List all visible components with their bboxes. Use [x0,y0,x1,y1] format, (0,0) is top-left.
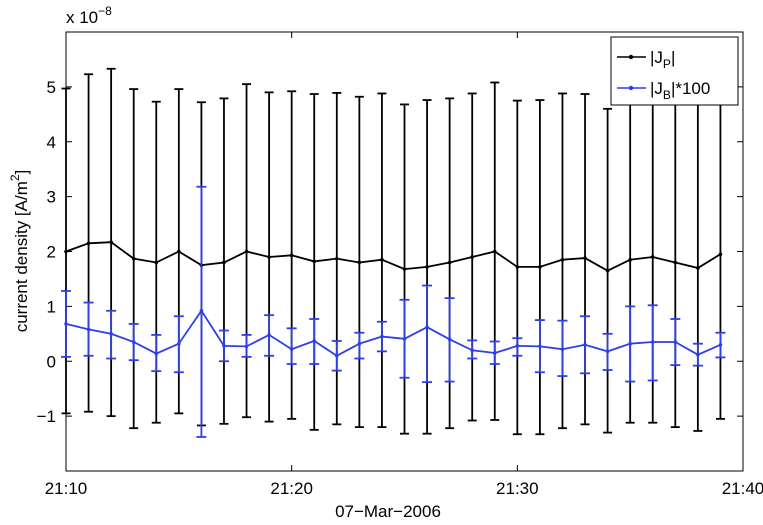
data-point [267,333,271,337]
series-jb [61,185,726,438]
data-point [222,260,226,265]
data-point [538,265,542,269]
data-point [425,325,429,330]
x-tick-label: 21:10 [45,479,88,498]
legend: |JP| |JB|*100 [610,36,739,106]
data-point [357,260,362,265]
legend-label-jb: |JB|*100 [650,79,710,102]
x-tick-label: 21:30 [496,479,539,498]
data-point [470,348,475,353]
data-point [560,347,565,351]
data-point [515,344,520,348]
data-point [628,341,632,346]
data-point [470,255,475,259]
legend-marker-jb [628,85,634,91]
data-point [673,340,678,344]
y-axis-label: current density [A/m2] [8,170,31,333]
data-point [86,241,91,246]
data-point [492,351,497,355]
data-point [492,249,497,254]
data-point [673,260,678,265]
data-point [86,327,91,332]
data-point [64,322,68,326]
data-point [177,341,181,346]
series-line [65,241,721,272]
data-point [131,340,136,344]
data-point [515,265,520,269]
data-point [199,308,204,313]
data-point [109,240,113,244]
data-point [402,336,407,341]
data-point [267,255,271,259]
data-point [650,255,655,259]
data-point [650,340,655,344]
y-tick-label: −1 [37,407,56,426]
data-point [154,351,159,356]
x-tick-label: 21:40 [722,479,763,498]
axis-ticks: −1 0 1 2 3 4 5 21:10 21:20 21:30 21:40 [37,32,763,498]
data-point [131,256,136,261]
data-point [696,352,700,357]
data-point [538,344,542,349]
x-axis-label: 07−Mar−2006 [335,502,441,521]
data-point [289,347,294,351]
data-point [177,249,181,254]
data-point [718,252,723,257]
series-line [65,309,721,357]
legend-marker-jp [628,54,634,60]
y-tick-label: 4 [47,133,56,152]
y-tick-label: 1 [47,297,56,316]
x-tick-label: 21:20 [270,479,313,498]
legend-box [610,36,739,106]
data-point [583,256,587,260]
data-point [447,260,452,265]
data-point [335,353,339,358]
data-point [447,337,452,342]
data-point [222,344,226,348]
data-point [583,342,587,347]
y-tick-label: 0 [47,352,56,371]
data-point [560,257,565,262]
y-scale-multiplier: x 10−8 [66,4,112,27]
y-tick-label: 3 [47,188,56,207]
data-point [64,249,68,254]
data-point [244,344,249,349]
data-point [605,349,610,354]
y-tick-label: 5 [47,78,56,97]
data-point [425,265,429,269]
data-point [154,260,159,265]
data-point [244,249,249,254]
data-point [696,266,700,270]
data-point [357,341,362,346]
data-point [312,259,317,264]
series-layer [61,67,726,438]
data-point [380,257,384,262]
legend-label-jp: |JP| [650,48,675,71]
data-point [335,256,339,261]
data-point [402,267,407,271]
data-point [289,253,294,258]
data-point [628,257,632,262]
data-point [312,339,317,343]
data-point [109,332,113,336]
data-point [380,334,384,339]
data-point [605,268,610,273]
y-tick-label: 2 [47,243,56,262]
data-point [718,342,723,347]
